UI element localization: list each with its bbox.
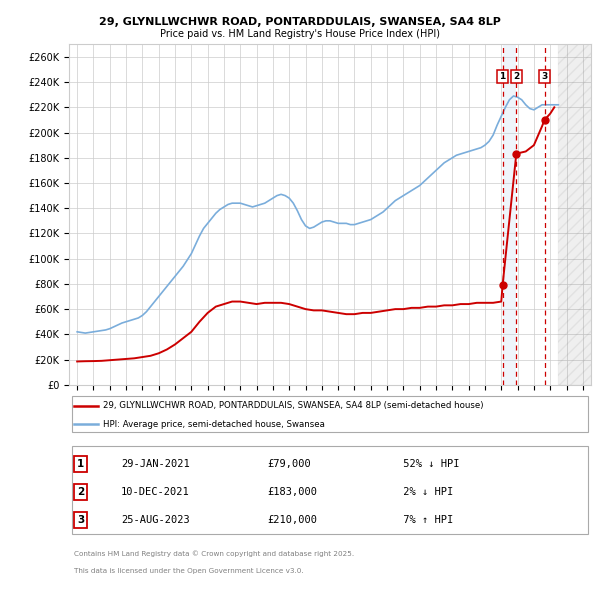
Bar [559,44,599,385]
Text: £210,000: £210,000 [268,514,317,525]
Text: £79,000: £79,000 [268,459,311,469]
Text: Contains HM Land Registry data © Crown copyright and database right 2025.: Contains HM Land Registry data © Crown c… [74,550,355,556]
Text: 2: 2 [513,72,520,81]
Text: 10-DEC-2021: 10-DEC-2021 [121,487,190,497]
Text: 1: 1 [499,72,506,81]
Text: 25-AUG-2023: 25-AUG-2023 [121,514,190,525]
Text: 7% ↑ HPI: 7% ↑ HPI [372,514,453,525]
Text: 52% ↓ HPI: 52% ↓ HPI [372,459,459,469]
FancyBboxPatch shape [71,396,589,432]
Text: 29, GLYNLLWCHWR ROAD, PONTARDDULAIS, SWANSEA, SA4 8LP: 29, GLYNLLWCHWR ROAD, PONTARDDULAIS, SWA… [99,18,501,27]
Text: 3: 3 [541,72,548,81]
FancyBboxPatch shape [71,446,589,535]
Text: Price paid vs. HM Land Registry's House Price Index (HPI): Price paid vs. HM Land Registry's House … [160,29,440,38]
Text: HPI: Average price, semi-detached house, Swansea: HPI: Average price, semi-detached house,… [103,419,325,429]
Text: This data is licensed under the Open Government Licence v3.0.: This data is licensed under the Open Gov… [74,568,304,574]
Text: 2% ↓ HPI: 2% ↓ HPI [372,487,453,497]
Text: £183,000: £183,000 [268,487,317,497]
Text: 3: 3 [77,514,84,525]
Text: 29, GLYNLLWCHWR ROAD, PONTARDDULAIS, SWANSEA, SA4 8LP (semi-detached house): 29, GLYNLLWCHWR ROAD, PONTARDDULAIS, SWA… [103,401,484,410]
Text: 2: 2 [77,487,84,497]
Bar [503,44,516,385]
Text: 1: 1 [77,459,84,469]
Text: 29-JAN-2021: 29-JAN-2021 [121,459,190,469]
